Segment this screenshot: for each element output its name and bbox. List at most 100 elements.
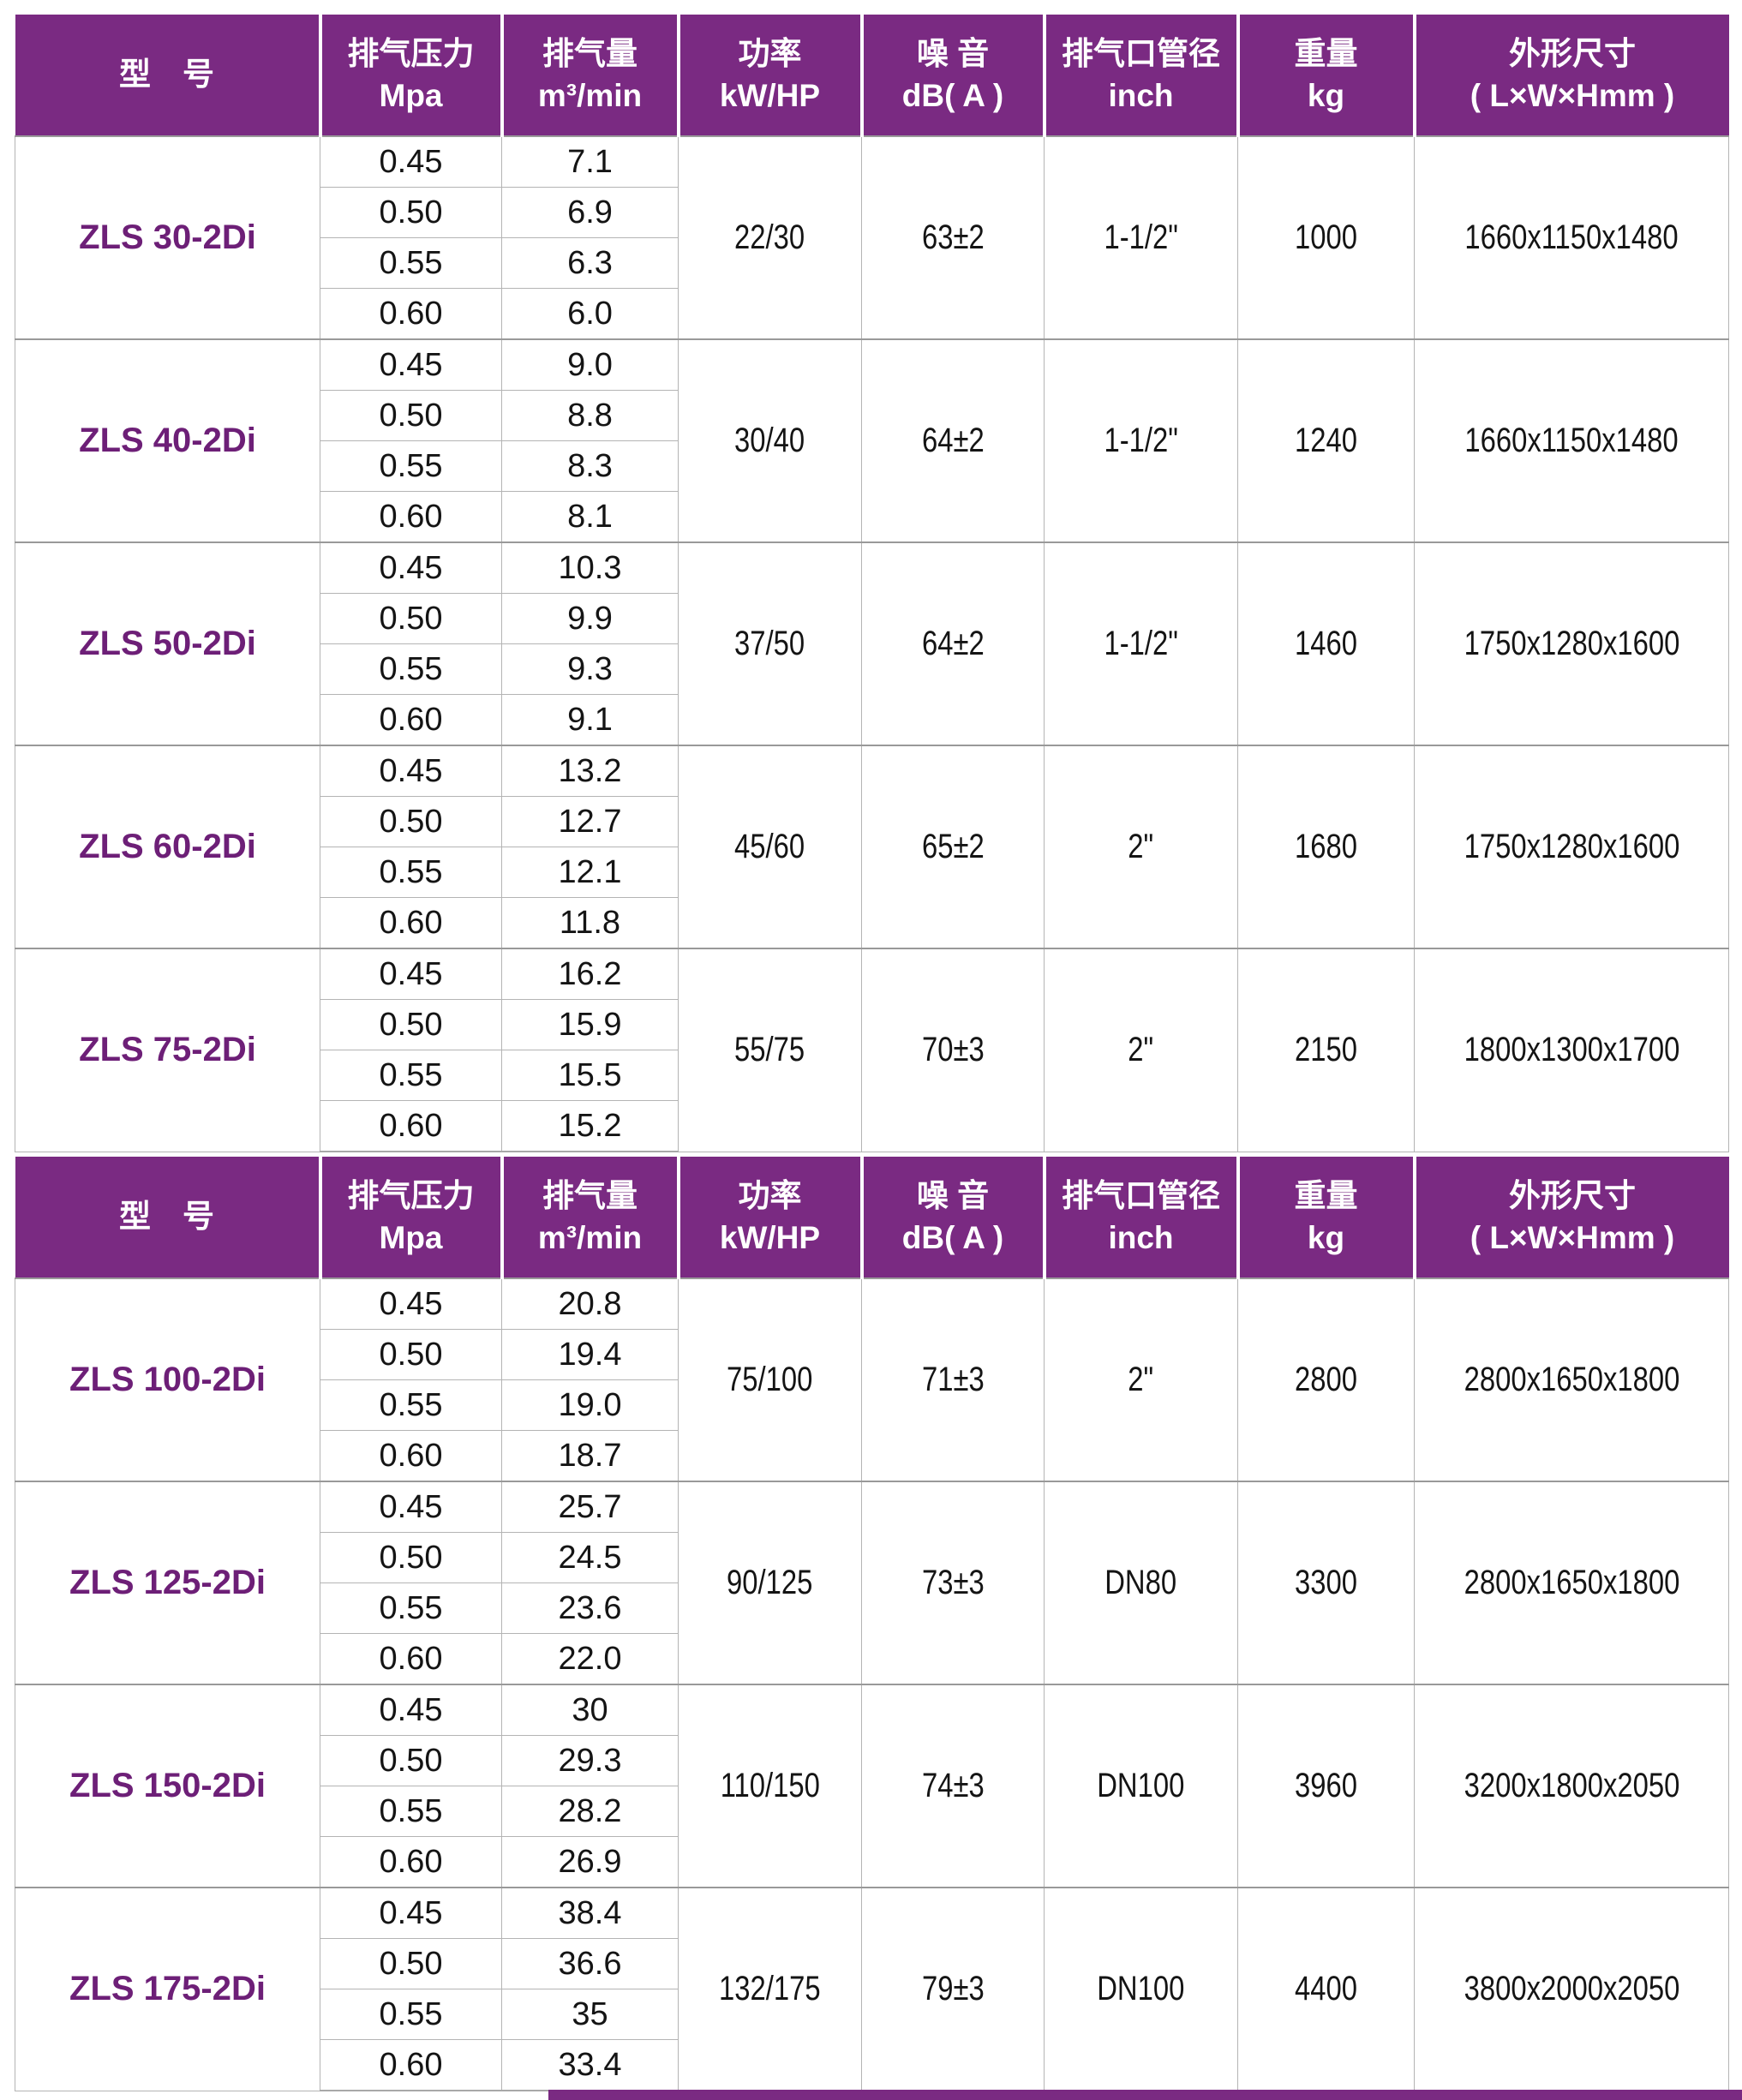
pressure-cell: 0.45 (320, 745, 502, 797)
weight-cell: 3300 (1237, 1481, 1415, 1685)
model-group-row: ZLS 50-2Di 0.45 10.3 37/50 64±2 1-1/2" 1… (15, 541, 1729, 746)
pressure-cell: 0.50 (320, 796, 502, 847)
pressure-cell: 0.60 (320, 897, 502, 949)
pressure-cell: 0.55 (320, 1582, 502, 1634)
displacement-cell: 35 (501, 1989, 679, 2040)
pressure-cell: 0.55 (320, 1050, 502, 1101)
spec-sheet: 型 号 排气压力 Mpa 排气量 m³/min 功率 kW/HP 噪 音 dB( A )… (15, 15, 1729, 2091)
weight-cell: 1000 (1237, 135, 1415, 340)
weight-value: 1240 (1295, 422, 1357, 459)
model-group-row: ZLS 75-2Di 0.45 16.2 55/75 70±3 2" 2150 … (15, 948, 1729, 1152)
pipe-value: DN80 (1104, 1564, 1177, 1601)
displacement-cell: 18.7 (501, 1430, 679, 1482)
pipe-value: 1-1/2" (1104, 218, 1178, 256)
header-model-label: 型 号 (119, 57, 214, 93)
pressure-row: 0.55 6.3 (15, 237, 1729, 289)
weight-cell: 1460 (1237, 541, 1415, 746)
header-weight-unit: kg (1307, 77, 1345, 113)
pressure-cell: 0.55 (320, 847, 502, 898)
pressure-row: 0.50 15.9 (15, 999, 1729, 1050)
pressure-cell: 0.50 (320, 1532, 502, 1583)
header-pressure-unit: Mpa (379, 77, 443, 113)
header-dims-unit: ( L×W×Hmm ) (1470, 77, 1675, 113)
pressure-row: 0.50 12.7 (15, 796, 1729, 847)
displacement-cell: 7.1 (501, 135, 679, 188)
model-cell: ZLS 75-2Di (15, 948, 320, 1152)
model-cell: ZLS 30-2Di (15, 135, 320, 340)
pressure-row: 0.50 29.3 (15, 1735, 1729, 1786)
model-cell: ZLS 100-2Di (15, 1277, 320, 1482)
pipe-cell: 2" (1044, 1277, 1238, 1482)
pressure-row: 0.60 26.9 (15, 1836, 1729, 1888)
displacement-cell: 9.1 (501, 694, 679, 746)
header-dims-unit: ( L×W×Hmm ) (1470, 1219, 1675, 1255)
weight-cell: 2150 (1237, 948, 1415, 1152)
dims-cell: 1750x1280x1600 (1414, 541, 1729, 746)
header-pressure: 排气压力 Mpa (318, 1157, 502, 1278)
dims-cell: 1750x1280x1600 (1414, 745, 1729, 949)
pipe-value: 1-1/2" (1104, 625, 1178, 662)
header-pipe-unit: inch (1108, 1219, 1174, 1255)
header-noise-cn: 噪 音 (916, 35, 990, 71)
pressure-cell: 0.60 (320, 1836, 502, 1888)
displacement-cell: 12.1 (501, 847, 679, 898)
model-group-row: ZLS 40-2Di 0.45 9.0 30/40 64±2 1-1/2" 12… (15, 338, 1729, 543)
displacement-cell: 28.2 (501, 1786, 679, 1837)
pipe-value: DN100 (1097, 1970, 1185, 2008)
header-weight-cn: 重量 (1294, 35, 1358, 71)
header-pressure-cn: 排气压力 (347, 35, 475, 71)
header-noise-unit: dB( A ) (901, 1219, 1004, 1255)
power-cell: 37/50 (678, 541, 862, 746)
displacement-cell: 33.4 (501, 2039, 679, 2091)
noise-value: 65±2 (921, 828, 985, 865)
dims-cell: 1660x1150x1480 (1414, 338, 1729, 543)
displacement-cell: 16.2 (501, 948, 679, 1000)
header-pipe: 排气口管径 inch (1042, 1157, 1238, 1278)
header-pressure-cn: 排气压力 (347, 1177, 475, 1213)
displacement-cell: 8.1 (501, 491, 679, 543)
pressure-row: 0.50 36.6 (15, 1938, 1729, 1989)
pressure-cell: 0.50 (320, 390, 502, 441)
model-cell: ZLS 125-2Di (15, 1481, 320, 1685)
pressure-cell: 0.55 (320, 643, 502, 695)
dims-cell: 2800x1650x1800 (1414, 1277, 1729, 1482)
header-pipe-unit: inch (1108, 77, 1174, 113)
displacement-cell: 15.9 (501, 999, 679, 1050)
pressure-row: 0.50 9.9 (15, 593, 1729, 644)
noise-value: 73±3 (921, 1564, 985, 1601)
displacement-cell: 13.2 (501, 745, 679, 797)
pressure-row: 0.50 24.5 (15, 1532, 1729, 1583)
model-group-row: ZLS 175-2Di 0.45 38.4 132/175 79±3 DN100… (15, 1887, 1729, 2091)
pressure-row: 0.60 33.4 (15, 2039, 1729, 2091)
pipe-cell: 2" (1044, 948, 1238, 1152)
pipe-value: 1-1/2" (1104, 422, 1178, 459)
header-power: 功率 kW/HP (676, 1157, 862, 1278)
weight-cell: 1680 (1237, 745, 1415, 949)
noise-value: 79±3 (921, 1970, 985, 2008)
noise-cell: 64±2 (861, 338, 1045, 543)
model-group-row: ZLS 60-2Di 0.45 13.2 45/60 65±2 2" 1680 … (15, 745, 1729, 949)
pressure-row: 0.50 19.4 (15, 1329, 1729, 1380)
power-value: 55/75 (734, 1031, 805, 1069)
header-dims-cn: 外形尺寸 (1509, 1177, 1636, 1213)
pipe-cell: DN80 (1044, 1481, 1238, 1685)
header-power-cn: 功率 (738, 35, 802, 71)
weight-cell: 3960 (1237, 1684, 1415, 1888)
dims-value: 1660x1150x1480 (1464, 218, 1679, 256)
pipe-cell: 1-1/2" (1044, 338, 1238, 543)
noise-cell: 79±3 (861, 1887, 1045, 2091)
noise-value: 70±3 (921, 1031, 985, 1069)
pipe-value: 2" (1128, 828, 1154, 865)
noise-cell: 71±3 (861, 1277, 1045, 1482)
power-value: 30/40 (734, 422, 805, 459)
model-cell: ZLS 175-2Di (15, 1887, 320, 2091)
power-cell: 45/60 (678, 745, 862, 949)
power-cell: 90/125 (678, 1481, 862, 1685)
model-group-row: ZLS 100-2Di 0.45 20.8 75/100 71±3 2" 280… (15, 1277, 1729, 1482)
displacement-cell: 25.7 (501, 1481, 679, 1533)
noise-value: 74±3 (921, 1767, 985, 1804)
header-displacement-cn: 排气量 (542, 35, 638, 71)
weight-value: 2800 (1295, 1361, 1357, 1398)
pressure-cell: 0.50 (320, 593, 502, 644)
displacement-cell: 9.9 (501, 593, 679, 644)
